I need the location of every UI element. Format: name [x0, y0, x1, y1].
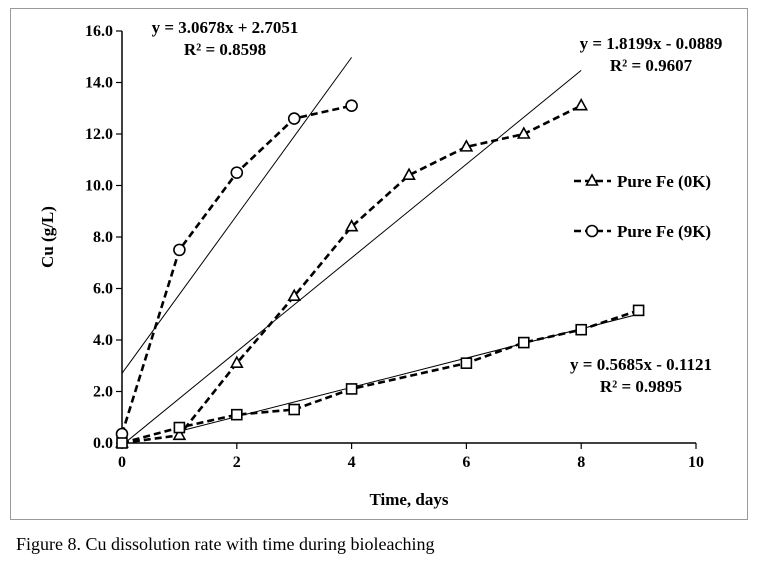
trendline-r-squared: R² = 0.9895 — [600, 377, 682, 396]
legend-marker-circle — [585, 224, 599, 238]
x-tick-label: 2 — [233, 454, 241, 471]
data-point-square — [575, 323, 588, 336]
trendline — [121, 57, 353, 374]
data-point-circle — [345, 99, 358, 112]
legend-label: Pure Fe (0K) — [617, 172, 711, 191]
legend-label: Pure Fe (9K) — [617, 222, 711, 241]
data-point-square — [288, 403, 301, 416]
legend-marker-triangle — [585, 173, 599, 186]
series-line-triangle — [121, 104, 582, 445]
data-point-triangle — [516, 126, 531, 139]
x-tick-label: 10 — [688, 454, 704, 471]
data-point-square — [517, 336, 530, 349]
trendline-equation: y = 1.8199x - 0.0889 — [580, 34, 723, 53]
data-point-triangle — [344, 219, 359, 232]
series-line-circle — [120, 104, 352, 435]
y-tick-label: 4.0 — [93, 332, 113, 349]
figure-caption: Figure 8. Cu dissolution rate with time … — [16, 534, 435, 554]
data-point-square — [173, 421, 186, 434]
y-tick-label: 16.0 — [85, 23, 113, 40]
legend: Pure Fe (0K) Pure Fe (9K) — [574, 172, 711, 241]
y-tick-label: 14.0 — [85, 75, 113, 92]
y-tick-label: 10.0 — [85, 178, 113, 195]
x-tick-label: 0 — [118, 454, 126, 471]
y-axis-title: Cu (g/L) — [38, 206, 57, 268]
trendline-r-squared: R² = 0.8598 — [184, 40, 266, 59]
data-point-triangle — [459, 139, 474, 152]
y-tick-label: 2.0 — [93, 384, 113, 401]
trendline — [121, 70, 582, 446]
data-point-square — [632, 304, 645, 317]
x-tick-label: 6 — [462, 454, 470, 471]
data-point-triangle — [574, 98, 589, 111]
trendline-equation: y = 3.0678x + 2.7051 — [152, 18, 299, 37]
x-axis-title: Time, days — [369, 490, 448, 509]
data-point-triangle — [229, 355, 244, 368]
trendline-equation: y = 0.5685x - 0.1121 — [570, 355, 712, 374]
data-point-square — [460, 357, 473, 369]
y-tick-label: 8.0 — [93, 229, 113, 246]
data-series — [115, 98, 645, 449]
trendline-r-squared: R² = 0.9607 — [610, 56, 693, 75]
y-tick-label: 0.0 — [93, 435, 113, 452]
y-tick-label: 6.0 — [93, 281, 113, 298]
data-point-square — [345, 383, 358, 395]
data-point-triangle — [172, 427, 187, 441]
trendlines — [121, 57, 639, 446]
cu-dissolution-chart: 0.0 2.0 4.0 6.0 8.0 10.0 12.0 14.0 16.0 0 2 4 6 8 10 Ti… — [38, 18, 722, 509]
x-tick-label: 4 — [348, 454, 356, 471]
y-tick-label: 12.0 — [85, 126, 113, 143]
series-line-square — [121, 309, 640, 445]
chart-text: 0.0 2.0 4.0 6.0 8.0 10.0 12.0 14.0 16.0 0 2 4 6 8 10 Ti… — [38, 18, 722, 509]
chart-frame: 0.0 2.0 4.0 6.0 8.0 10.0 12.0 14.0 16.0 0 2 4 6 8 10 Ti… — [10, 8, 748, 520]
data-point-circle — [287, 112, 301, 125]
data-point-triangle — [402, 167, 416, 180]
data-point-square — [116, 437, 128, 449]
data-point-circle — [173, 243, 186, 257]
data-point-circle — [230, 166, 244, 179]
data-point-triangle — [287, 288, 302, 302]
x-tick-label: 8 — [577, 454, 585, 471]
data-point-square — [231, 408, 243, 421]
